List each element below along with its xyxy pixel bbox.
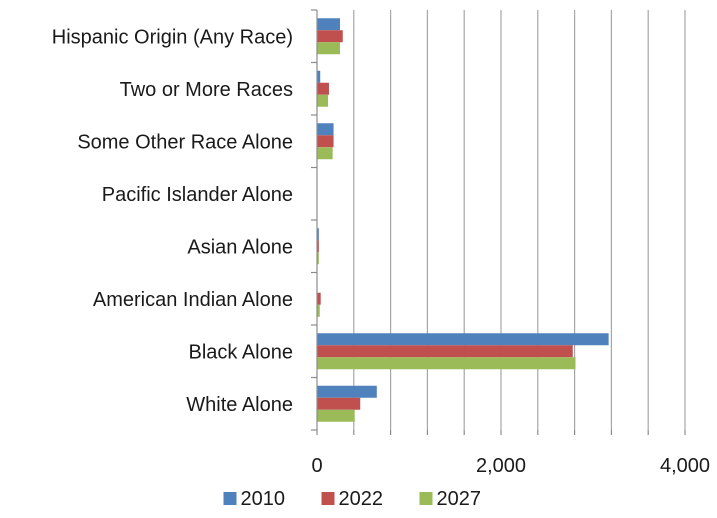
x-tick-labels: 0 2,000 4,000: [311, 455, 710, 477]
legend-label-2010: 2010: [241, 488, 286, 510]
bar-2022-american-indian-alone: [317, 292, 321, 305]
bar-2022-hispanic-origin-any-race: [317, 30, 343, 43]
category-label: American Indian Alone: [93, 289, 293, 311]
x-tick-label: 0: [311, 455, 322, 477]
category-labels: White Alone Black Alone American Indian Al…: [52, 26, 293, 416]
axes: [311, 9, 686, 435]
legend-swatch-2010: [223, 492, 237, 505]
bar-2010-hispanic-origin-any-race: [317, 18, 340, 31]
category-label: Pacific Islander Alone: [102, 184, 293, 206]
bar-2022-some-other-race-alone: [317, 135, 334, 148]
category-label: Two or More Races: [120, 79, 293, 101]
bar-2027-black-alone: [317, 357, 576, 370]
legend-label-2022: 2022: [339, 488, 384, 510]
category-label: Black Alone: [188, 341, 293, 363]
category-label: Hispanic Origin (Any Race): [52, 26, 293, 48]
bar-2022-asian-alone: [317, 240, 319, 253]
bar-2022-two-or-more-races: [317, 82, 329, 95]
bar-2027-hispanic-origin-any-race: [317, 42, 340, 55]
legend-label-2027: 2027: [437, 488, 482, 510]
bars: [317, 18, 609, 422]
bar-2027-asian-alone: [317, 252, 319, 265]
bar-2027-two-or-more-races: [317, 94, 329, 107]
bar-2027-some-other-race-alone: [317, 147, 333, 160]
bar-2027-american-indian-alone: [317, 304, 320, 317]
legend: 2010 2022 2027: [223, 488, 482, 510]
category-label: Asian Alone: [187, 236, 293, 258]
bar-2010-asian-alone: [317, 228, 319, 241]
bar-2010-white-alone: [317, 385, 377, 398]
bar-2010-black-alone: [317, 333, 609, 346]
bar-2022-white-alone: [317, 397, 361, 410]
bar-2027-white-alone: [317, 409, 355, 422]
legend-swatch-2022: [321, 492, 335, 505]
category-label: White Alone: [186, 394, 293, 416]
bar-2010-some-other-race-alone: [317, 123, 334, 136]
bar-2022-black-alone: [317, 345, 573, 358]
category-label: Some Other Race Alone: [77, 131, 293, 153]
x-tick-label: 4,000: [660, 455, 710, 477]
gridlines: [353, 10, 686, 430]
bar-2010-two-or-more-races: [317, 70, 321, 83]
legend-swatch-2027: [419, 492, 433, 505]
x-tick-label: 2,000: [476, 455, 526, 477]
